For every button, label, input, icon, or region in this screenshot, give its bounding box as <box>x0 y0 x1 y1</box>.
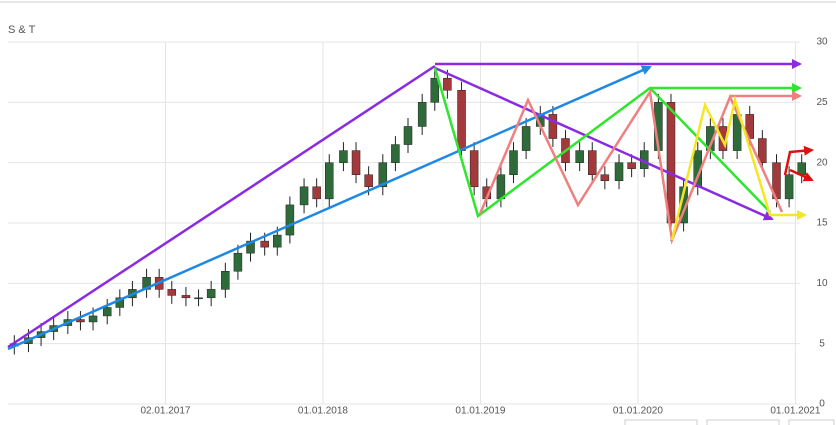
candle-body <box>417 102 427 127</box>
candle-body <box>260 240 269 248</box>
button[interactable] <box>624 419 698 425</box>
candle-body <box>575 150 584 163</box>
candle-body <box>167 289 177 296</box>
trend-line <box>434 66 774 221</box>
candle-body <box>312 186 321 200</box>
candle-body <box>430 77 440 103</box>
candle-body <box>391 144 400 163</box>
candle-body <box>469 150 479 188</box>
candle-body <box>221 271 230 290</box>
trend-line <box>433 67 771 219</box>
x-tick-label: 01.01.2021 <box>770 406 820 417</box>
candle-body <box>627 162 636 169</box>
trend-line <box>783 145 814 176</box>
y-tick-label: 30 <box>816 37 828 48</box>
annotations <box>7 59 814 351</box>
y-tick-label: 20 <box>816 157 828 168</box>
x-tick-label: 02.01.2017 <box>140 406 190 417</box>
candle-body <box>246 240 255 254</box>
button[interactable] <box>788 419 835 425</box>
candle-body <box>758 138 767 163</box>
candle-body <box>509 150 518 175</box>
trend-line <box>7 64 436 349</box>
candle-body <box>403 126 413 145</box>
candle-body <box>614 162 624 182</box>
candle-body <box>378 162 388 188</box>
candle-body <box>273 234 282 248</box>
candle-body <box>784 174 794 200</box>
candle-body <box>521 126 531 151</box>
candle-body <box>325 162 334 200</box>
plot-area: 0 5 10 15 20 25 30 02.01.2017 01.01.2018 01.01.20… <box>8 37 828 417</box>
x-tick-label: 01.01.2019 <box>455 406 505 417</box>
candle-body <box>285 204 295 236</box>
candle-body <box>76 319 85 323</box>
chart-title: S & T <box>8 24 36 36</box>
candle-body <box>194 297 203 300</box>
candle-body <box>588 150 597 175</box>
candle-body <box>233 252 243 272</box>
trend-line <box>670 95 807 241</box>
candle-body <box>351 150 361 175</box>
candle-body <box>457 90 466 151</box>
trend-line <box>789 168 814 182</box>
candle-body <box>496 174 506 200</box>
candle-body <box>364 174 373 188</box>
y-tick-label: 25 <box>816 97 828 108</box>
y-tick-label: 10 <box>816 278 828 289</box>
candle-body <box>600 174 610 182</box>
candle-body <box>443 77 452 91</box>
candle-body <box>666 102 676 224</box>
candle-body <box>339 150 348 163</box>
candle-body <box>181 295 191 299</box>
y-tick-label: 0 <box>819 399 825 410</box>
x-tick-label: 01.01.2020 <box>613 406 663 417</box>
candle-body <box>88 315 98 323</box>
y-tick-label: 5 <box>819 338 825 349</box>
candle-body <box>548 114 558 139</box>
candle-body <box>102 307 112 317</box>
candle-body <box>299 186 309 206</box>
x-tick-label: 01.01.2018 <box>298 406 348 417</box>
y-tick-label: 15 <box>816 218 828 229</box>
candle-body <box>206 289 216 299</box>
button[interactable] <box>706 419 780 425</box>
trend-line <box>7 65 652 351</box>
